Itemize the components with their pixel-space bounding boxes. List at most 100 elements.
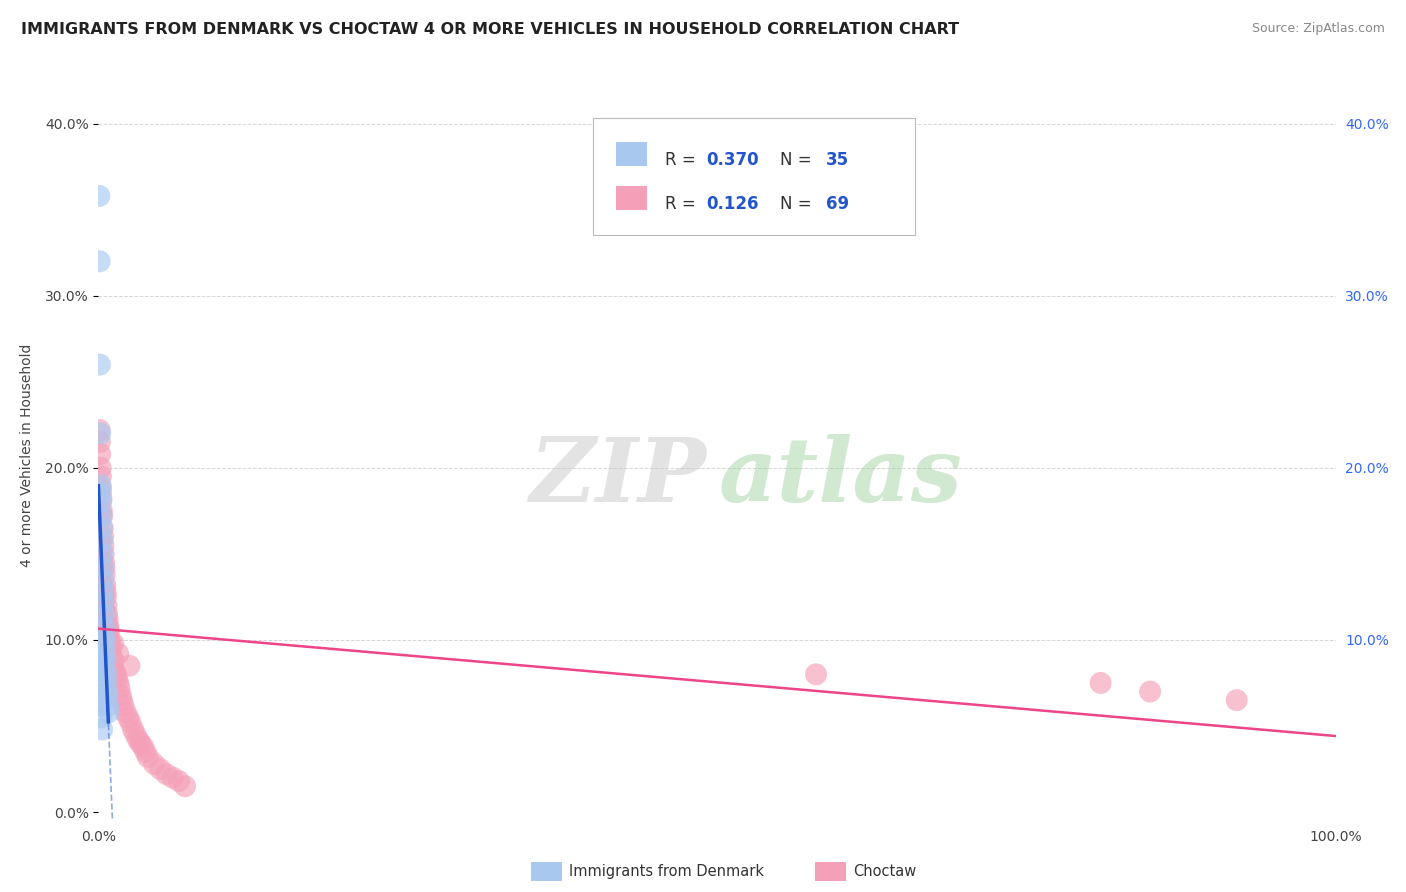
Point [149,762,172,776]
Point [90,688,112,702]
Point [94,647,117,661]
Point [120,715,142,730]
Point [91,530,114,544]
Point [104,667,127,681]
Point [93,612,115,626]
Text: IMMIGRANTS FROM DENMARK VS CHOCTAW 4 OR MORE VEHICLES IN HOUSEHOLD CORRELATION C: IMMIGRANTS FROM DENMARK VS CHOCTAW 4 OR … [21,22,959,37]
Point [132,739,155,754]
Point [90,486,112,500]
Point [90,491,112,506]
Point [97,619,120,633]
Point [90,698,112,713]
Point [162,771,184,785]
Point [91,590,114,604]
Point [124,728,146,742]
Point [97,612,120,626]
Point [98,636,121,650]
Text: Choctaw: Choctaw [853,864,917,879]
Point [90,521,112,535]
Point [155,767,177,781]
Point [89,676,111,690]
Point [101,650,124,665]
Point [91,508,114,523]
Point [90,495,112,509]
Point [94,636,117,650]
Point [97,698,120,713]
Point [94,590,117,604]
Point [127,732,149,747]
Point [93,607,115,621]
Point [93,538,115,552]
Point [93,595,115,609]
Point [93,630,115,644]
Point [93,547,115,561]
Point [89,423,111,437]
Point [91,723,114,737]
Point [97,624,120,639]
Point [93,567,115,582]
Point [97,705,120,719]
Point [103,636,125,650]
Point [89,533,111,548]
Point [90,578,112,592]
FancyBboxPatch shape [616,186,647,210]
Text: Source: ZipAtlas.com: Source: ZipAtlas.com [1251,22,1385,36]
Point [103,654,125,668]
FancyBboxPatch shape [616,142,647,166]
Text: 0.126: 0.126 [706,195,758,213]
Point [122,723,145,737]
Point [112,698,135,713]
Text: N =: N = [780,195,817,213]
Point [89,654,111,668]
Point [91,573,114,587]
Point [107,647,129,661]
Point [94,584,117,599]
Point [89,254,111,268]
Text: 0.370: 0.370 [706,151,759,169]
Point [93,602,115,616]
Point [90,564,112,578]
Point [110,688,132,702]
Point [90,482,112,496]
Point [96,607,118,621]
Point [97,624,120,639]
Point [90,504,112,518]
Text: R =: R = [665,195,702,213]
Point [136,750,159,764]
Point [89,664,111,678]
Point [117,710,139,724]
Point [94,578,117,592]
Point [94,664,117,678]
Text: atlas: atlas [718,434,963,520]
Point [90,469,112,483]
Text: 69: 69 [825,195,849,213]
Point [129,736,152,750]
Point [89,426,111,441]
Point [90,478,112,492]
Point [167,774,190,789]
Point [90,710,112,724]
Point [90,550,112,565]
Point [93,619,115,633]
Point [93,584,115,599]
Point [134,745,156,759]
Point [1090,676,1112,690]
FancyBboxPatch shape [593,119,915,235]
Point [1139,684,1161,698]
Point [114,705,136,719]
Point [98,632,121,647]
Point [118,658,141,673]
Point [174,779,197,793]
Text: Immigrants from Denmark: Immigrants from Denmark [569,864,765,879]
Point [89,435,111,450]
Point [97,688,120,702]
Point [91,560,114,574]
Point [103,664,125,678]
Point [804,667,827,681]
Text: 35: 35 [825,151,849,169]
Point [93,556,115,570]
Point [1226,693,1249,707]
Point [96,671,118,685]
Point [90,460,112,475]
Point [89,358,111,372]
